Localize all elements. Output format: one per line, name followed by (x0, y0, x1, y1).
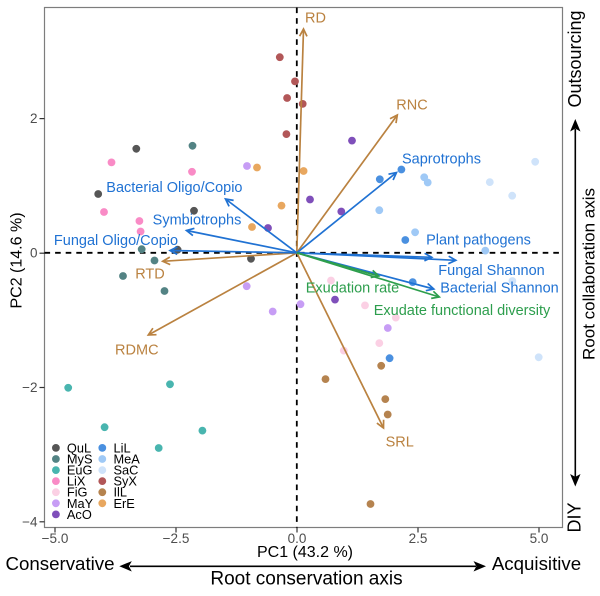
svg-text:Bacterial Shannon: Bacterial Shannon (440, 281, 559, 297)
svg-text:Exudation rate: Exudation rate (306, 281, 400, 297)
svg-text:IlL: IlL (114, 485, 128, 500)
svg-text:0: 0 (30, 246, 38, 261)
svg-text:Root collaboration axis: Root collaboration axis (580, 188, 599, 360)
svg-text:ErE: ErE (114, 496, 135, 511)
svg-text:Conservative: Conservative (5, 553, 114, 574)
svg-text:−5.0: −5.0 (42, 531, 69, 546)
svg-text:PC2 (14.6 %): PC2 (14.6 %) (9, 212, 26, 308)
svg-text:Fungal Oligo/Copio: Fungal Oligo/Copio (54, 233, 178, 249)
svg-text:RTD: RTD (135, 266, 165, 282)
svg-text:−2: −2 (22, 380, 37, 395)
svg-text:−4: −4 (22, 514, 38, 529)
svg-text:RDMC: RDMC (115, 343, 159, 359)
svg-text:RD: RD (305, 11, 326, 27)
svg-text:FiG: FiG (67, 485, 88, 500)
svg-text:Outsourcing: Outsourcing (565, 10, 585, 107)
svg-text:RNC: RNC (396, 98, 427, 114)
svg-text:SaC: SaC (114, 463, 139, 478)
svg-text:−2.5: −2.5 (163, 531, 190, 546)
svg-text:Saprotrophs: Saprotrophs (402, 152, 481, 168)
svg-text:DIY: DIY (565, 502, 585, 532)
svg-text:Fungal Shannon: Fungal Shannon (438, 263, 544, 279)
svg-text:Symbiotrophs: Symbiotrophs (153, 213, 242, 229)
svg-text:MyS: MyS (67, 452, 93, 467)
svg-text:MeA: MeA (114, 452, 141, 467)
svg-text:MaY: MaY (67, 496, 94, 511)
svg-text:EuG: EuG (67, 463, 93, 478)
svg-text:5.0: 5.0 (530, 531, 549, 546)
svg-text:Plant pathogens: Plant pathogens (426, 233, 531, 249)
svg-text:PC1 (43.2 %): PC1 (43.2 %) (257, 544, 353, 561)
svg-text:LiX: LiX (67, 474, 86, 489)
svg-text:AcO: AcO (67, 507, 92, 522)
svg-text:QuL: QuL (67, 440, 91, 455)
svg-text:2.5: 2.5 (409, 531, 428, 546)
svg-text:Bacterial Oligo/Copio: Bacterial Oligo/Copio (106, 180, 242, 196)
svg-text:SyX: SyX (114, 474, 138, 489)
svg-text:LiL: LiL (114, 440, 131, 455)
svg-text:Exudate functional diversity: Exudate functional diversity (374, 303, 551, 319)
svg-text:2: 2 (30, 111, 38, 126)
svg-text:Root conservation axis: Root conservation axis (210, 569, 402, 590)
svg-text:0.0: 0.0 (288, 531, 307, 546)
svg-text:SRL: SRL (386, 434, 414, 450)
svg-text:Acquisitive: Acquisitive (492, 553, 581, 574)
